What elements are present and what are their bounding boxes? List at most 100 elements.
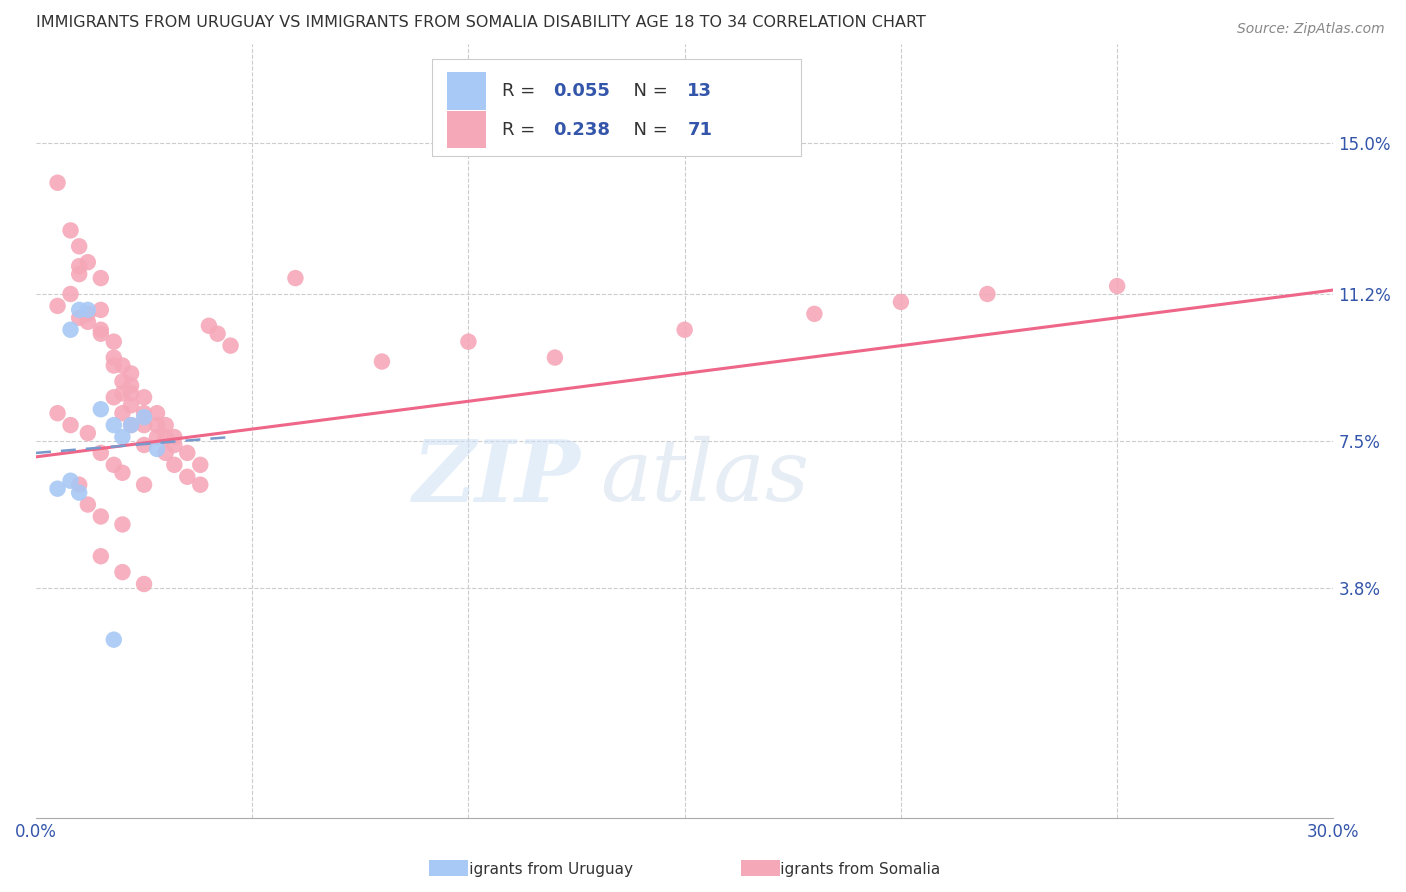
Text: Source: ZipAtlas.com: Source: ZipAtlas.com xyxy=(1237,22,1385,37)
Point xyxy=(111,517,134,532)
Text: N =: N = xyxy=(623,82,673,100)
Point xyxy=(132,410,155,425)
Text: 0.055: 0.055 xyxy=(554,82,610,100)
Point xyxy=(76,307,98,321)
Point xyxy=(59,418,82,433)
Text: 71: 71 xyxy=(688,120,713,138)
Point xyxy=(132,438,155,452)
Point xyxy=(120,367,142,381)
Point xyxy=(76,425,98,440)
FancyBboxPatch shape xyxy=(447,72,486,110)
Point xyxy=(198,318,221,333)
Text: Immigrants from Uruguay: Immigrants from Uruguay xyxy=(436,863,633,877)
Point xyxy=(111,430,134,444)
Point xyxy=(90,446,112,460)
Text: ZIP: ZIP xyxy=(413,436,581,519)
Point xyxy=(176,469,198,483)
Point xyxy=(120,418,142,433)
Point xyxy=(132,418,155,433)
Point xyxy=(103,334,125,349)
Point xyxy=(371,354,394,368)
Point xyxy=(111,406,134,420)
Point xyxy=(111,466,134,480)
Point xyxy=(457,334,479,349)
Point xyxy=(67,477,90,491)
Point xyxy=(90,302,112,317)
Point xyxy=(132,390,155,404)
Point xyxy=(544,351,567,365)
Point xyxy=(59,223,82,237)
Point xyxy=(76,302,98,317)
Point xyxy=(188,477,211,491)
Text: IMMIGRANTS FROM URUGUAY VS IMMIGRANTS FROM SOMALIA DISABILITY AGE 18 TO 34 CORRE: IMMIGRANTS FROM URUGUAY VS IMMIGRANTS FR… xyxy=(37,15,925,30)
Point xyxy=(163,430,186,444)
Point xyxy=(59,474,82,488)
Text: Immigrants from Somalia: Immigrants from Somalia xyxy=(747,863,941,877)
Text: R =: R = xyxy=(502,82,541,100)
Point xyxy=(59,323,82,337)
Text: 0.238: 0.238 xyxy=(554,120,610,138)
Point xyxy=(111,375,134,389)
Point xyxy=(155,418,177,433)
Point xyxy=(176,446,198,460)
Point xyxy=(67,485,90,500)
Text: N =: N = xyxy=(623,120,673,138)
Point xyxy=(155,446,177,460)
Point xyxy=(163,458,186,472)
Point xyxy=(146,430,169,444)
Point xyxy=(284,271,307,285)
Point xyxy=(1107,279,1129,293)
Point xyxy=(120,386,142,401)
Point xyxy=(90,271,112,285)
Point xyxy=(120,398,142,412)
Point xyxy=(90,326,112,341)
Text: R =: R = xyxy=(502,120,541,138)
Point xyxy=(219,338,242,352)
Point xyxy=(90,549,112,564)
Point xyxy=(103,458,125,472)
Point xyxy=(90,323,112,337)
Point xyxy=(163,438,186,452)
Point xyxy=(67,302,90,317)
Point xyxy=(103,632,125,647)
Point xyxy=(67,259,90,273)
Point xyxy=(111,359,134,373)
Point xyxy=(976,287,998,301)
Point xyxy=(146,418,169,433)
Point xyxy=(59,287,82,301)
Point xyxy=(132,477,155,491)
Point xyxy=(90,509,112,524)
Point xyxy=(103,359,125,373)
Point xyxy=(120,378,142,392)
Point xyxy=(146,442,169,456)
Point xyxy=(132,577,155,591)
FancyBboxPatch shape xyxy=(447,112,486,148)
Point xyxy=(146,406,169,420)
Point xyxy=(76,315,98,329)
Point xyxy=(111,565,134,579)
Point xyxy=(120,418,142,433)
Point xyxy=(46,482,69,496)
Point xyxy=(155,430,177,444)
Point xyxy=(67,310,90,325)
Point xyxy=(132,406,155,420)
Point xyxy=(46,176,69,190)
Point xyxy=(207,326,229,341)
Point xyxy=(46,406,69,420)
Point xyxy=(673,323,696,337)
Point xyxy=(188,458,211,472)
Point xyxy=(67,239,90,253)
Point xyxy=(103,418,125,433)
Text: 13: 13 xyxy=(688,82,713,100)
Point xyxy=(890,294,912,309)
Point xyxy=(803,307,825,321)
FancyBboxPatch shape xyxy=(432,59,801,156)
Point xyxy=(46,299,69,313)
Point xyxy=(76,255,98,269)
Text: atlas: atlas xyxy=(600,436,810,519)
Point xyxy=(90,402,112,417)
Point xyxy=(103,351,125,365)
Point xyxy=(67,267,90,281)
Point xyxy=(103,390,125,404)
Point xyxy=(111,386,134,401)
